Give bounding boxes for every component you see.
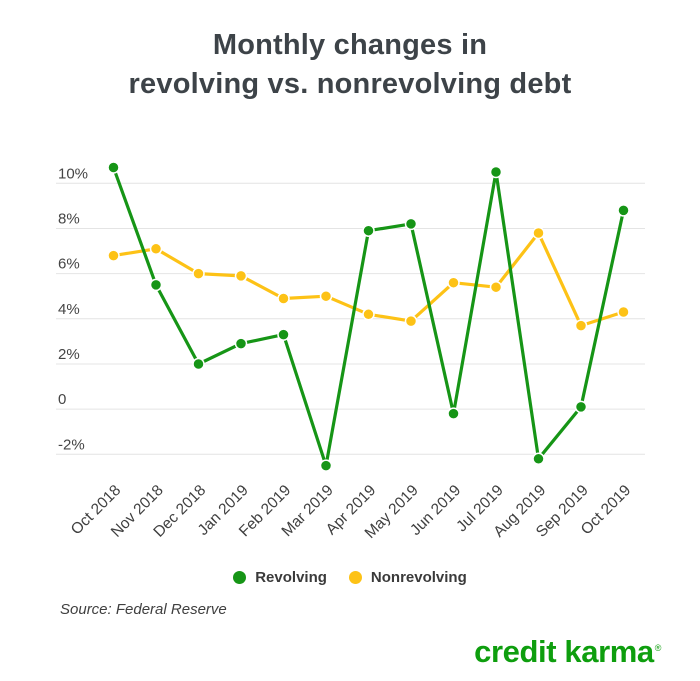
nonrevolving-point (234, 269, 248, 283)
y-axis-tick-label: 6% (58, 256, 80, 273)
y-axis-tick-label: 4% (58, 301, 80, 318)
nonrevolving-point (149, 242, 163, 256)
y-axis-tick-label: 0 (58, 391, 66, 408)
revolving-point (319, 459, 333, 472)
nonrevolving-point (489, 280, 503, 294)
revolving-point (234, 337, 248, 350)
revolving-point (447, 407, 460, 420)
revolving-point (574, 400, 588, 414)
registered-trademark-icon: ® (654, 642, 662, 653)
y-axis-tick-label: 2% (58, 346, 80, 363)
chart-title: Monthly changes in revolving vs. nonrevo… (0, 26, 700, 104)
nonrevolving-point (617, 305, 630, 319)
nonrevolving-point (362, 308, 375, 321)
nonrevolving-point (447, 276, 460, 289)
legend-label: Nonrevolving (370, 569, 467, 586)
logo-text: credit karma (474, 634, 654, 669)
y-axis-tick-label: 8% (58, 210, 80, 227)
legend-label: Revolving (255, 569, 327, 586)
source-note: Source: Federal Reserve (60, 601, 227, 618)
nonrevolving-point (107, 249, 120, 262)
y-axis-tick-label: -2% (58, 436, 85, 453)
revolving-point (489, 165, 503, 179)
revolving-point (192, 357, 205, 371)
revolving-legend-dot-icon (233, 571, 247, 584)
revolving-point (532, 452, 545, 466)
nonrevolving-point (319, 289, 333, 303)
legend-item-nonrevolving: Nonrevolving (348, 569, 467, 586)
revolving-point (362, 224, 375, 237)
revolving-point (617, 204, 630, 217)
legend-item-revolving: Revolving (233, 569, 327, 586)
nonrevolving-point (532, 226, 545, 240)
y-axis-tick-label: 10% (58, 165, 88, 182)
credit-karma-logo: credit karma® (474, 634, 661, 670)
revolving-point (277, 328, 290, 341)
revolving-point (404, 217, 418, 231)
revolving-point (107, 161, 120, 174)
nonrevolving-point (404, 314, 418, 328)
chart-title-line-1: Monthly changes in (212, 29, 488, 61)
chart-legend: Revolving Nonrevolving (0, 569, 700, 586)
chart-title-line-2: revolving vs. nonrevolving debt (128, 68, 572, 100)
nonrevolving-point (192, 267, 205, 280)
nonrevolving-point (574, 319, 588, 332)
nonrevolving-legend-dot-icon (348, 571, 362, 584)
nonrevolving-point (277, 292, 290, 305)
revolving-point (149, 278, 163, 292)
